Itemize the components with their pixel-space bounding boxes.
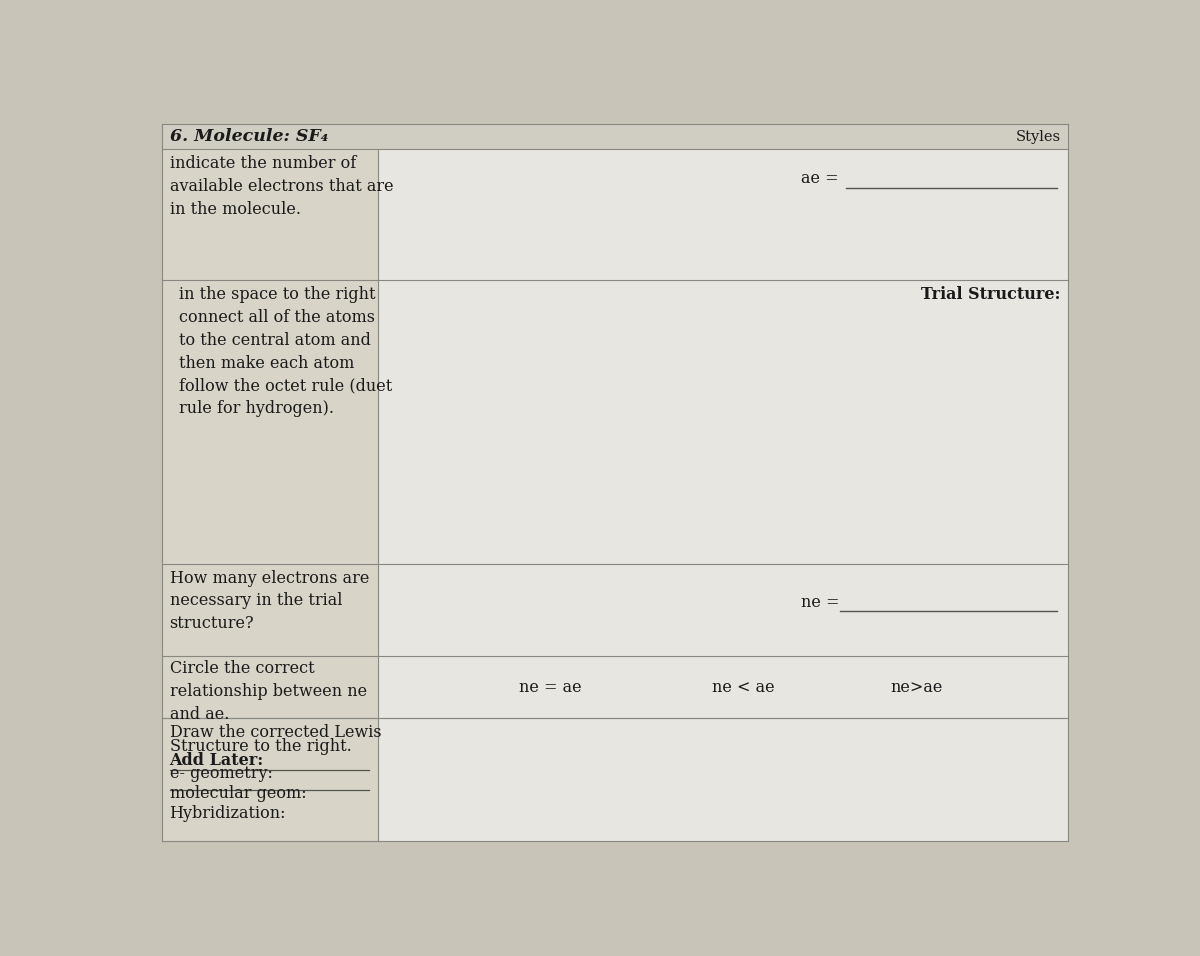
Bar [162,656,378,718]
Bar [378,564,1068,656]
Text: ae =: ae = [802,170,839,187]
Text: 6. Molecule: SF₄: 6. Molecule: SF₄ [169,128,328,145]
Text: How many electrons are
necessary in the trial
structure?: How many electrons are necessary in the … [169,570,368,632]
Bar [378,280,1068,564]
Text: Structure to the right.: Structure to the right. [169,738,352,755]
Text: Hybridization:: Hybridization: [169,805,286,822]
Bar [378,718,1068,841]
Text: Draw the corrected Lewis: Draw the corrected Lewis [169,725,382,741]
Bar [378,149,1068,280]
Text: ne < ae: ne < ae [713,679,775,696]
Bar [162,718,378,841]
Text: Circle the correct
relationship between ne
and ae.: Circle the correct relationship between … [169,661,367,723]
Bar [162,149,378,280]
Bar [162,564,378,656]
Text: indicate the number of
available electrons that are
in the molecule.: indicate the number of available electro… [169,155,394,218]
Bar [162,280,378,564]
Text: ne =: ne = [802,594,840,611]
Text: molecular geom:: molecular geom: [169,785,306,802]
Text: Styles: Styles [1015,130,1061,143]
Text: ne>ae: ne>ae [890,679,942,696]
Text: in the space to the right
connect all of the atoms
to the central atom and
then : in the space to the right connect all of… [179,286,392,418]
Text: Add Later:: Add Later: [169,751,264,769]
Bar [378,656,1068,718]
Bar [162,124,1068,149]
Text: Trial Structure:: Trial Structure: [920,286,1061,303]
Text: e- geometry:: e- geometry: [169,766,272,782]
Text: ne = ae: ne = ae [520,679,582,696]
